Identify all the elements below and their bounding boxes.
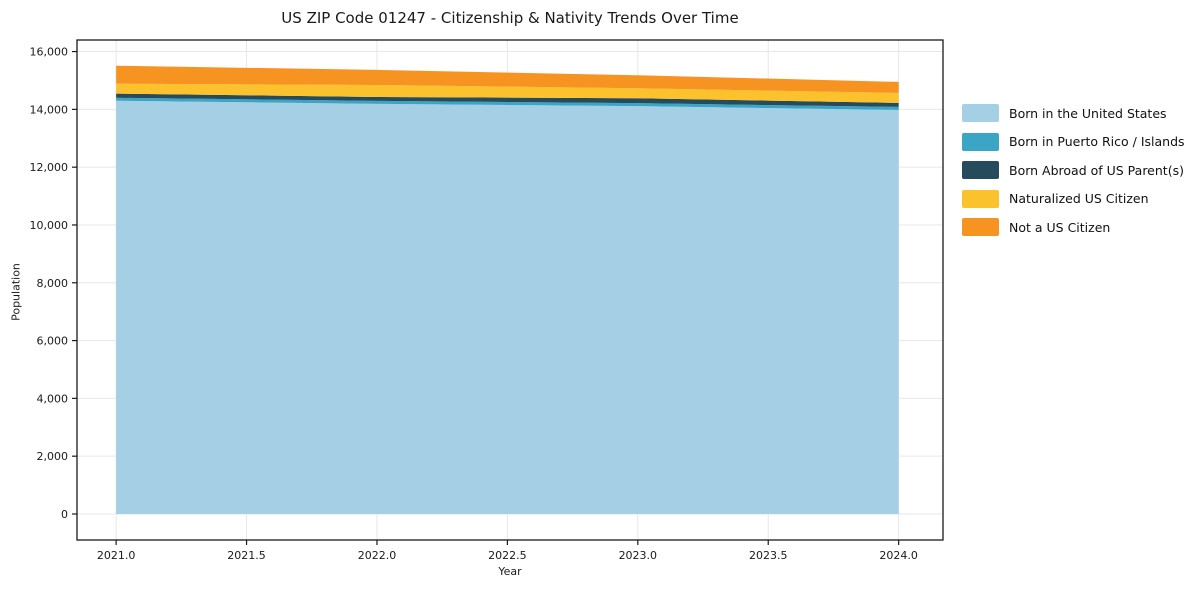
legend-swatch-puerto-rico bbox=[962, 132, 999, 151]
y-tick-label: 0 bbox=[61, 508, 68, 521]
tick-marks bbox=[72, 50, 900, 545]
area-series-4 bbox=[116, 65, 899, 93]
legend-item: Born in Puerto Rico / Islands bbox=[962, 132, 1185, 151]
y-tick-label: 6,000 bbox=[37, 335, 69, 348]
tick-labels: 2021.0 2021.5 2022.0 2022.5 2023.0 2023.5 2024… bbox=[30, 46, 918, 562]
legend-item: Born in the United States bbox=[962, 104, 1185, 122]
chart-title: US ZIP Code 01247 - Citizenship & Nativi… bbox=[281, 9, 739, 27]
legend: Born in the United States Born in Puerto… bbox=[962, 104, 1185, 236]
legend-swatch-naturalized bbox=[962, 189, 999, 208]
stacked-areas bbox=[116, 65, 899, 514]
legend-item: Naturalized US Citizen bbox=[962, 189, 1185, 208]
area-series-2 bbox=[116, 93, 899, 107]
y-tick-label: 12,000 bbox=[30, 161, 69, 174]
x-tick-label: 2022.0 bbox=[358, 549, 397, 562]
legend-item: Born Abroad of US Parent(s) bbox=[962, 161, 1185, 179]
y-tick-label: 8,000 bbox=[37, 277, 69, 290]
area-series-3 bbox=[116, 83, 899, 103]
legend-item: Not a US Citizen bbox=[962, 218, 1185, 236]
y-tick-label: 2,000 bbox=[37, 450, 69, 463]
legend-label-born-abroad: Born Abroad of US Parent(s) bbox=[1009, 162, 1184, 178]
x-axis-label: Year bbox=[498, 565, 522, 578]
plot-border bbox=[76, 39, 944, 541]
legend-label-puerto-rico: Born in Puerto Rico / Islands bbox=[1009, 134, 1185, 149]
y-tick-label: 16,000 bbox=[30, 46, 69, 59]
y-tick-label: 10,000 bbox=[30, 219, 69, 232]
legend-swatch-born-us bbox=[962, 104, 999, 122]
x-tick-label: 2024.0 bbox=[879, 549, 918, 562]
legend-label-naturalized: Naturalized US Citizen bbox=[1009, 191, 1149, 206]
legend-label-not-citizen: Not a US Citizen bbox=[1009, 219, 1111, 235]
x-tick-label: 2023.0 bbox=[619, 549, 658, 562]
x-tick-label: 2021.0 bbox=[97, 549, 136, 562]
x-tick-label: 2022.5 bbox=[488, 549, 527, 562]
y-tick-label: 4,000 bbox=[37, 392, 69, 405]
area-series-1 bbox=[116, 97, 899, 110]
x-tick-label: 2023.5 bbox=[749, 549, 788, 562]
legend-swatch-not-citizen bbox=[962, 218, 999, 236]
x-tick-label: 2021.5 bbox=[227, 549, 266, 562]
y-tick-label: 14,000 bbox=[30, 103, 69, 116]
legend-label-born-us: Born in the United States bbox=[1009, 105, 1167, 121]
area-series-0 bbox=[116, 100, 899, 514]
legend-swatch-born-abroad bbox=[962, 161, 999, 179]
